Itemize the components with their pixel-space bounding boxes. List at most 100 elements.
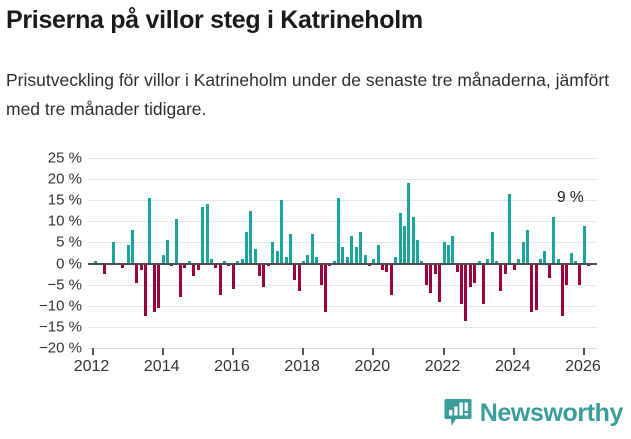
- x-axis-tick-label: 2020: [354, 358, 391, 375]
- bar: [499, 263, 503, 291]
- bar: [473, 263, 477, 283]
- bar: [486, 259, 490, 264]
- bar: [402, 225, 406, 264]
- bar: [530, 263, 534, 313]
- bar: [495, 261, 499, 264]
- bar: [201, 206, 205, 264]
- bar: [569, 253, 573, 264]
- y-axis-tick-label: −10 %: [39, 297, 82, 315]
- y-axis-labels: 25 % 20 % 15 % 10 % 5 % 0 % −5 % −10 % −15 % −20 …: [0, 150, 82, 357]
- bar: [556, 259, 560, 264]
- x-axis-tick: [372, 348, 375, 355]
- x-axis-tick-label: 2026: [565, 358, 601, 375]
- bar: [267, 263, 271, 266]
- x-axis-line: [88, 348, 597, 349]
- x-axis-tick: [91, 348, 94, 355]
- bar: [464, 263, 468, 321]
- bar: [521, 242, 525, 264]
- bar: [543, 250, 547, 264]
- x-axis-tick-label: 2022: [424, 358, 461, 375]
- bar: [451, 236, 455, 264]
- y-axis-tick-label: 10 %: [47, 212, 82, 230]
- x-axis-tick: [442, 348, 445, 355]
- bar: [578, 263, 582, 285]
- bar: [223, 261, 227, 264]
- x-axis-tick-label: 2024: [494, 358, 531, 375]
- page-title: Priserna på villor steg i Katrineholm: [6, 6, 423, 34]
- x-axis-tick-label: 2018: [284, 358, 320, 375]
- bar: [306, 255, 310, 264]
- bar: [539, 259, 543, 264]
- bar: [284, 257, 288, 264]
- gridline: [88, 158, 597, 159]
- bar: [240, 259, 244, 264]
- bar: [565, 263, 569, 285]
- gridline: [88, 284, 597, 286]
- bar: [293, 263, 297, 281]
- bar: [389, 263, 393, 296]
- bar: [437, 263, 441, 302]
- bar: [120, 263, 124, 268]
- bar-chart-speech-bubble-icon: [444, 398, 472, 428]
- bar: [161, 255, 165, 264]
- bar: [170, 263, 174, 266]
- bar: [288, 234, 292, 264]
- bar: [227, 263, 231, 266]
- bar: [547, 263, 551, 279]
- bar: [135, 263, 139, 283]
- bar: [411, 217, 415, 264]
- bar: [196, 263, 200, 270]
- bar: [442, 242, 446, 264]
- bar: [249, 210, 253, 264]
- bar-chart: 25 % 20 % 15 % 10 % 5 % 0 % −5 % −10 % −15 % −20 …: [0, 148, 631, 393]
- bar: [381, 263, 385, 270]
- bar: [354, 246, 358, 264]
- bar: [231, 263, 235, 289]
- bar: [319, 263, 323, 285]
- y-axis-tick-label: −5 %: [47, 276, 82, 294]
- x-axis-tick-label: 2012: [73, 358, 110, 375]
- bar: [490, 231, 494, 264]
- bar: [394, 257, 398, 264]
- bar: [262, 263, 266, 287]
- bar: [111, 242, 115, 264]
- bar: [218, 263, 222, 296]
- bar: [446, 244, 450, 264]
- bar: [582, 225, 586, 264]
- bar: [552, 217, 556, 264]
- bar: [337, 198, 341, 264]
- footer: Newsworthy: [0, 398, 631, 439]
- bar-series: [88, 158, 597, 348]
- y-axis-tick-label: −20 %: [39, 339, 82, 357]
- bar: [157, 263, 161, 308]
- bar: [323, 263, 327, 313]
- logo-wordmark: Newsworthy: [479, 398, 624, 427]
- bar: [205, 204, 209, 264]
- latest-value-annotation: 9 %: [556, 189, 584, 207]
- bar: [358, 231, 362, 264]
- bar: [332, 261, 336, 264]
- bar: [328, 263, 332, 266]
- x-axis-tick: [231, 348, 234, 355]
- gridline: [88, 200, 597, 202]
- bar: [460, 263, 464, 304]
- bar: [420, 261, 424, 264]
- bar: [477, 261, 481, 264]
- bar: [139, 263, 143, 270]
- bar: [455, 263, 459, 272]
- bar: [103, 263, 107, 275]
- bar: [258, 263, 262, 277]
- bar: [534, 263, 538, 310]
- newsworthy-logo: Newsworthy: [444, 398, 623, 428]
- gridline: [88, 326, 597, 328]
- y-axis-tick-label: 20 %: [47, 170, 82, 188]
- bar: [398, 212, 402, 264]
- bar: [560, 263, 564, 317]
- gridline: [88, 305, 597, 307]
- bar: [148, 198, 152, 264]
- bar: [407, 183, 411, 264]
- bar: [188, 261, 192, 264]
- bar: [433, 263, 437, 275]
- bar: [302, 261, 306, 264]
- bar: [587, 263, 591, 266]
